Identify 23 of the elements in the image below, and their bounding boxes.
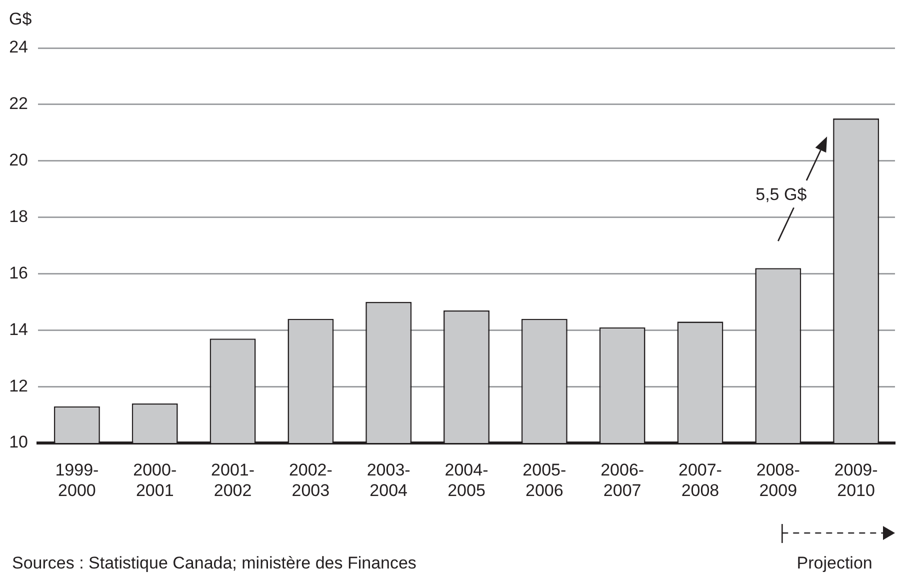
source-note: Sources : Statistique Canada; ministère des Finances — [12, 554, 416, 573]
x-tick-label: 2003-2004 — [366, 460, 410, 500]
x-tick-label: 2004-2005 — [444, 460, 488, 500]
y-tick-label: 14 — [9, 320, 28, 339]
y-tick-label: 12 — [9, 376, 28, 396]
x-tick-label: 1999-2000 — [55, 460, 99, 500]
x-tick-label: 2007-2008 — [678, 460, 722, 500]
x-tick-label: 2008-2009 — [756, 460, 800, 500]
x-tick-label: 2006-2007 — [600, 460, 644, 500]
y-tick-label: 18 — [9, 206, 28, 226]
y-axis-title: G$ — [9, 10, 32, 29]
y-tick-label: 20 — [9, 150, 28, 170]
x-tick-label: 2001-2002 — [211, 460, 255, 500]
y-tick-label: 10 — [9, 432, 28, 452]
text: Projection — [796, 554, 872, 573]
y-tick-label: 24 — [9, 38, 28, 57]
x-tick-label: 2000-2001 — [133, 460, 177, 500]
x-tick-label: 2009-2010 — [834, 460, 878, 500]
y-tick-label: 22 — [9, 94, 28, 114]
y-tick-label: 16 — [9, 263, 28, 282]
x-tick-label: 2002-2003 — [288, 460, 332, 500]
annotation: 5,5 G$ — [756, 184, 808, 204]
x-tick-label: 2005-2006 — [522, 460, 566, 500]
